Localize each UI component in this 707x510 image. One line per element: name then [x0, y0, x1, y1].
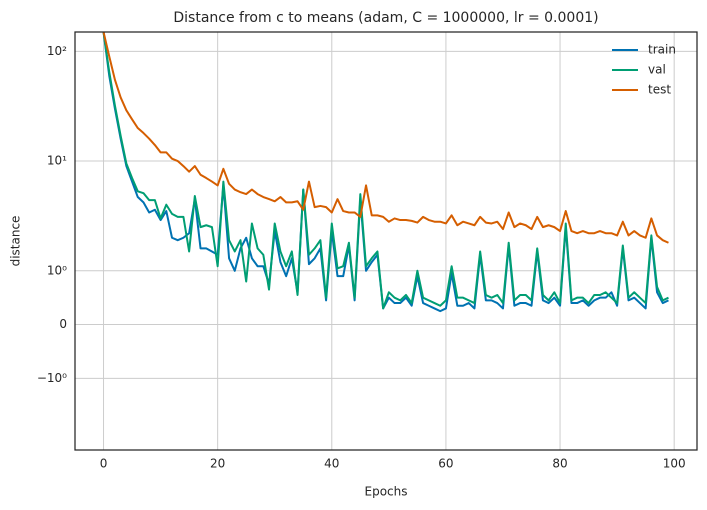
legend-label: val — [648, 63, 666, 77]
grid — [75, 32, 697, 450]
x-tick-label: 60 — [438, 457, 453, 471]
axes-frame — [74, 31, 698, 451]
y-tick-label: 0 — [59, 317, 67, 331]
series-line — [102, 32, 669, 244]
x-tick-label: 40 — [324, 457, 339, 471]
legend: train val test — [612, 43, 676, 97]
chart-title: Distance from c to means (adam, C = 1000… — [173, 10, 598, 26]
y-tick-label: 10¹ — [47, 154, 67, 168]
legend-label: train — [648, 43, 676, 57]
legend-label: test — [648, 83, 671, 97]
plot-area — [102, 32, 669, 313]
x-tick-label: 20 — [210, 457, 225, 471]
x-tick-label: 100 — [663, 457, 686, 471]
x-tick-label: 0 — [100, 457, 108, 471]
series-line — [102, 32, 669, 310]
y-tick-label: 10⁰ — [47, 263, 67, 277]
y-tick-label: −10⁰ — [37, 371, 67, 385]
x-tick-label: 80 — [552, 457, 567, 471]
y-tick-label: 10² — [47, 44, 67, 58]
y-axis-label: distance — [9, 216, 23, 267]
x-axis-label: Epochs — [365, 485, 408, 499]
